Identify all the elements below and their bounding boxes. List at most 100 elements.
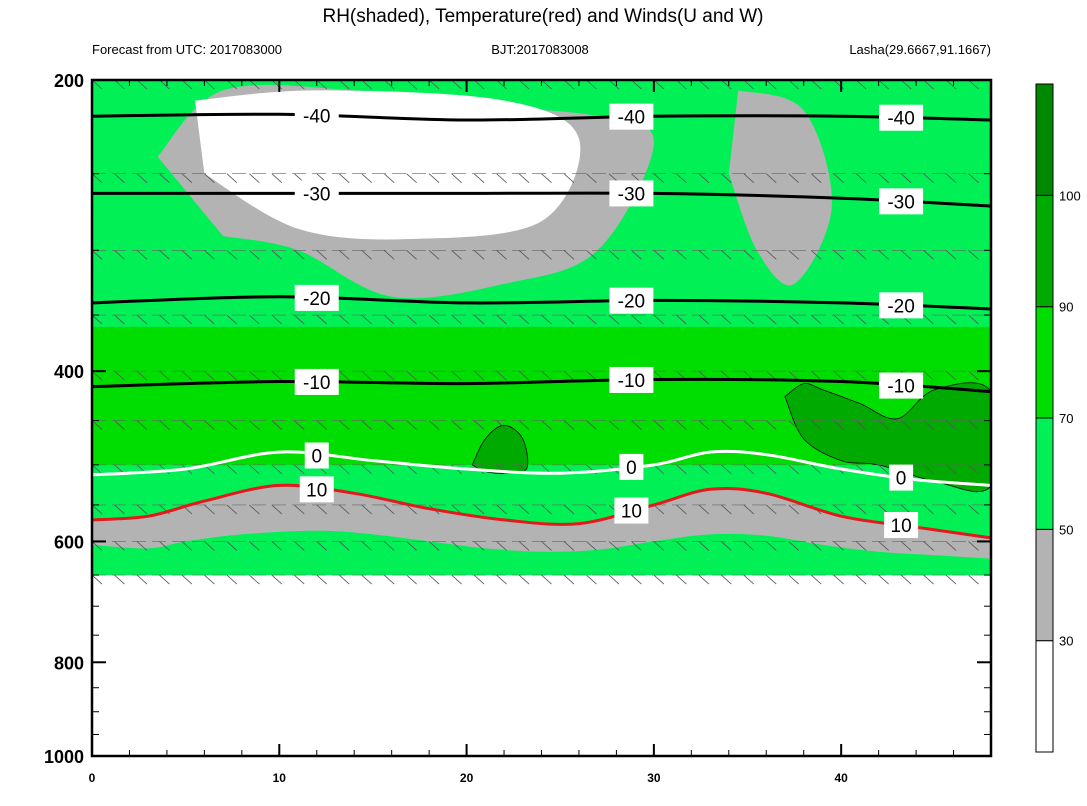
wind-barb xyxy=(541,504,552,515)
wind-barb xyxy=(945,574,957,585)
wind-barb xyxy=(878,541,889,551)
wind-barb xyxy=(833,314,844,325)
contour-label: 0 xyxy=(896,469,907,490)
wind-barb xyxy=(810,464,822,475)
wind-barb xyxy=(383,420,395,430)
station-label: Lasha(29.6667,91.1667) xyxy=(849,42,991,57)
wind-barb xyxy=(676,574,687,585)
wind-barb xyxy=(496,314,507,325)
wind-barb xyxy=(765,80,777,90)
wind-barb xyxy=(451,173,462,184)
wind-barb xyxy=(249,370,260,381)
wind-barb xyxy=(945,370,957,381)
wind-barb xyxy=(968,370,979,381)
wind-barb xyxy=(608,420,620,430)
wind-barb xyxy=(810,80,822,90)
wind-barb xyxy=(631,541,642,551)
wind-barb xyxy=(945,420,957,430)
wind-barb xyxy=(518,250,530,260)
contour-label-box xyxy=(294,180,339,207)
temperature-contour--40 xyxy=(92,112,991,122)
wind-barb xyxy=(586,420,597,430)
contour-label-box xyxy=(299,476,334,503)
contour-label: -10 xyxy=(887,377,914,398)
wind-barb xyxy=(855,80,867,90)
contour-label: 10 xyxy=(306,480,327,501)
wind-barb xyxy=(204,420,215,430)
wind-barb xyxy=(855,504,867,515)
wind-barb xyxy=(833,574,844,585)
wind-barb xyxy=(473,250,485,260)
wind-barb xyxy=(855,173,867,184)
wind-barb xyxy=(316,80,328,90)
wind-barb xyxy=(226,420,238,430)
wind-barb xyxy=(743,504,755,515)
wind-barb xyxy=(361,173,372,184)
wind-barb xyxy=(676,541,687,551)
wind-barb-row xyxy=(92,574,991,585)
wind-barb xyxy=(676,80,687,90)
wind-barb xyxy=(92,464,103,475)
wind-barb xyxy=(428,314,440,325)
wind-barb xyxy=(338,80,350,90)
wind-barb xyxy=(608,574,620,585)
wind-barb xyxy=(855,574,867,585)
wind-barb xyxy=(136,370,148,381)
colorbar-tick-label: 30 xyxy=(1059,634,1073,649)
wind-barb xyxy=(159,541,170,551)
wind-barb xyxy=(878,464,889,475)
wind-barb xyxy=(226,504,238,515)
wind-barb xyxy=(204,80,215,90)
wind-barb xyxy=(114,80,125,90)
wind-barb xyxy=(92,504,103,515)
wind-barb xyxy=(361,420,372,430)
contour-label: 0 xyxy=(626,458,637,479)
wind-barb xyxy=(428,80,440,90)
wind-barb xyxy=(496,504,507,515)
wind-barb xyxy=(968,80,979,90)
wind-barb xyxy=(541,314,552,325)
wind-barb xyxy=(810,250,822,260)
wind-barb xyxy=(765,420,777,430)
wind-barb xyxy=(204,541,215,551)
wind-barb xyxy=(563,314,575,325)
wind-barb xyxy=(361,314,372,325)
wind-barb xyxy=(249,504,260,515)
contour-label-box xyxy=(609,287,654,314)
wind-barb xyxy=(294,420,305,430)
wind-barb xyxy=(586,541,597,551)
wind-barb xyxy=(226,80,238,90)
wind-barb xyxy=(428,420,440,430)
wind-barb xyxy=(945,541,957,551)
wind-barb xyxy=(900,250,912,260)
wind-barb xyxy=(698,574,710,585)
wind-barb xyxy=(698,80,710,90)
wind-barb xyxy=(271,464,283,475)
wind-barb xyxy=(833,504,844,515)
wind-barb xyxy=(676,464,687,475)
temperature-contour--10 xyxy=(92,377,991,394)
wind-barb xyxy=(473,420,485,430)
contour-label: -20 xyxy=(887,296,914,317)
wind-barb xyxy=(698,504,710,515)
wind-barb xyxy=(92,574,103,585)
wind-barb xyxy=(631,420,642,430)
wind-barb xyxy=(968,574,979,585)
wind-barb xyxy=(923,370,934,381)
wind-barb xyxy=(900,420,912,430)
contour-label-box xyxy=(609,103,654,130)
wind-barb xyxy=(923,80,934,90)
wind-barb xyxy=(518,370,530,381)
wind-barb xyxy=(451,80,462,90)
wind-barb xyxy=(833,173,844,184)
wind-barb xyxy=(765,574,777,585)
wind-barb xyxy=(788,504,799,515)
wind-barb xyxy=(608,80,620,90)
wind-barb xyxy=(541,574,552,585)
wind-barb xyxy=(181,173,193,184)
wind-barb xyxy=(743,173,755,184)
wind-barb xyxy=(676,250,687,260)
wind-barb xyxy=(249,464,260,475)
wind-barb xyxy=(968,420,979,430)
